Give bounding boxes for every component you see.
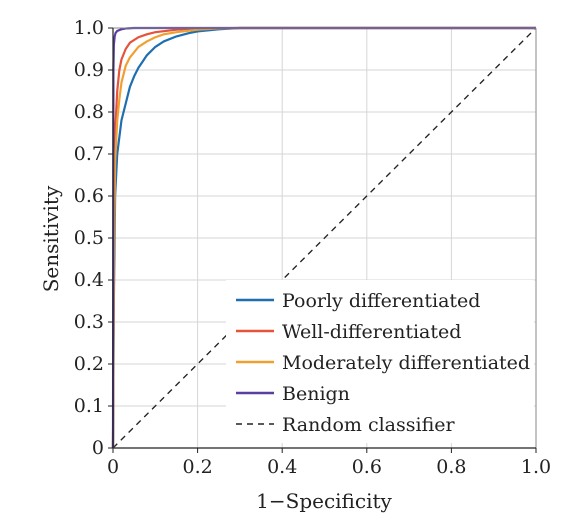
legend-label: Moderately differentiated [282,352,530,374]
x-tick-label: 0 [107,456,119,478]
y-tick-label: 0.6 [74,185,104,207]
x-tick-label: 1.0 [521,456,551,478]
y-tick-label: 0.7 [74,143,104,165]
x-axis-ticks: 0 0.2 0.4 0.6 0.8 1.0 [107,448,551,478]
y-tick-label: 0.3 [74,311,104,333]
x-tick-label: 0.2 [182,456,212,478]
y-axis-ticks: 0 0.1 0.2 0.3 0.4 0.5 0.6 0.7 0.8 0.9 1.0 [74,17,113,459]
y-axis-label: Sensitivity [39,185,63,292]
y-tick-label: 1.0 [74,17,104,39]
legend-label: Random classifier [282,414,456,436]
x-tick-label: 0.6 [352,456,382,478]
y-tick-label: 0.2 [74,353,104,375]
legend-label: Benign [282,383,350,405]
x-tick-label: 0.4 [267,456,297,478]
series-line-random-classifier [112,27,537,449]
legend-background [226,280,534,443]
legend-label: Poorly differentiated [282,290,480,312]
y-tick-label: 0.1 [74,395,104,417]
y-tick-label: 0.9 [74,59,104,81]
x-axis-label: 1−Specificity [256,489,392,513]
legend: Poorly differentiated Well-differentiated… [226,280,534,443]
y-tick-label: 0.5 [74,227,104,249]
y-tick-label: 0.4 [74,269,104,291]
y-tick-label: 0.8 [74,101,104,123]
y-tick-label: 0 [92,437,104,459]
x-tick-label: 0.8 [436,456,466,478]
legend-label: Well-differentiated [282,321,461,343]
